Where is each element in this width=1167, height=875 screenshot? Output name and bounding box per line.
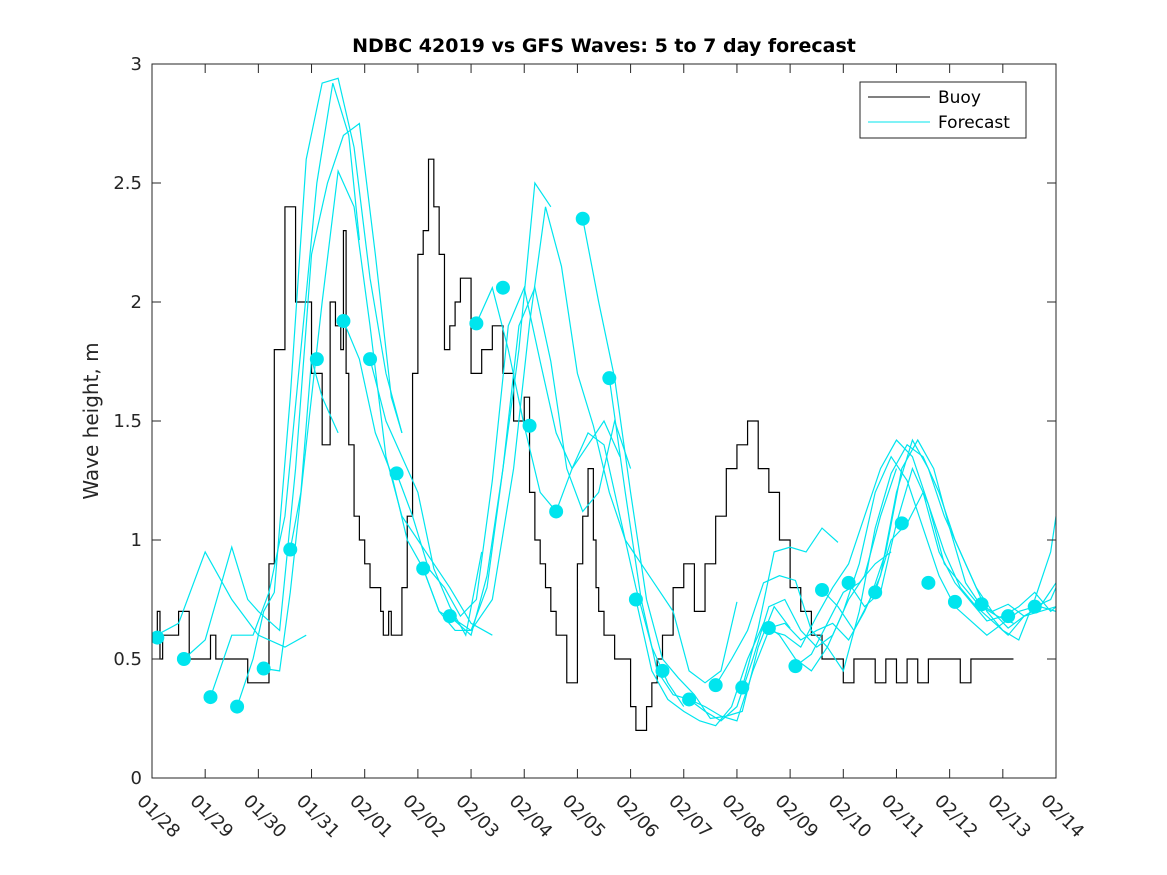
forecast-line [422,285,632,632]
forecast-marker [522,418,537,433]
forecast-line [263,168,493,672]
forecast-marker [230,699,245,714]
forecast-line [449,206,738,684]
forecast-marker [416,561,431,576]
forecast-marker [309,352,324,367]
y-tick-label: 2.5 [113,173,142,194]
forecast-line [768,438,1056,641]
y-tick-label: 2 [131,292,142,313]
forecast-marker [655,663,670,678]
forecast-marker [256,661,271,676]
forecast-marker [628,592,643,607]
forecast-line [848,466,1056,617]
series-layer [152,77,1056,731]
forecast-marker [1027,599,1042,614]
forecast-marker [442,609,457,624]
forecast-line [715,443,1056,686]
forecast-line [209,82,360,698]
plot-marks [152,77,1056,731]
legend: Buoy Forecast [859,81,1027,139]
forecast-marker [788,659,803,674]
forecast-marker [389,466,404,481]
forecast-marker [283,542,298,557]
forecast-marker [602,371,617,386]
forecast-marker [894,516,909,531]
forecast-line [741,527,839,688]
legend-label-forecast: Forecast [938,113,1010,133]
forecast-marker [1001,609,1016,624]
forecast-marker [974,597,989,612]
forecast-marker [947,594,962,609]
legend-box [859,81,1027,139]
forecast-marker [575,211,590,226]
forecast-marker [363,352,378,367]
chart-title: NDBC 42019 vs GFS Waves: 5 to 7 day fore… [352,35,856,57]
forecast-marker [841,575,856,590]
forecast-marker [708,678,723,693]
y-tick-label: 0 [131,768,142,789]
forecast-marker [682,692,697,707]
forecast-marker [761,621,776,636]
buoy-line [152,158,1014,731]
forecast-line [396,285,621,618]
forecast-marker [336,314,351,329]
forecast-marker [495,280,510,295]
y-tick-label: 0.5 [113,649,142,670]
forecast-marker [176,652,191,666]
forecast-marker [921,575,936,590]
forecast-marker [735,680,750,695]
forecast-marker [549,504,564,519]
forecast-line [582,218,791,720]
y-tick-label: 1 [131,530,142,551]
y-tick-label: 3 [131,54,142,75]
forecast-marker [203,690,218,705]
forecast-line [236,77,403,707]
legend-label-buoy: Buoy [938,88,981,108]
y-axis-label: Wave height, m [79,342,103,499]
forecast-line [183,122,403,660]
forecast-line [688,439,1056,722]
forecast-marker [469,316,484,331]
y-tick-label: 1.5 [113,411,142,432]
forecast-marker [152,630,165,645]
forecast-line [152,550,307,648]
forecast-marker [868,585,883,600]
forecast-marker [815,582,830,597]
forecast-line [795,551,892,667]
